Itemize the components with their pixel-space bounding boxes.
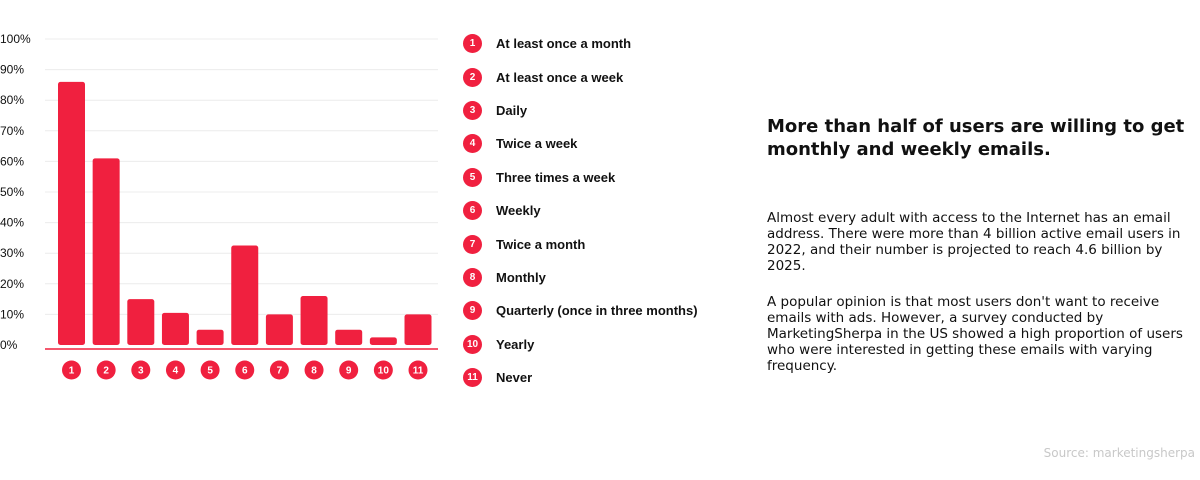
bar <box>265 314 293 345</box>
legend-label: Twice a week <box>496 136 578 152</box>
y-tick-label: 70% <box>0 124 24 138</box>
legend: 1 At least once a month 2 At least once a w… <box>463 27 698 394</box>
x-tick-label: 3 <box>138 366 144 377</box>
y-tick-label: 40% <box>0 216 24 230</box>
legend-item: 6 Weekly <box>463 194 698 227</box>
legend-item: 4 Twice a week <box>463 127 698 160</box>
x-tick-label: 11 <box>413 366 424 377</box>
x-tick-badge: 4 <box>165 360 185 380</box>
legend-item: 7 Twice a month <box>463 227 698 260</box>
legend-item: 3 Daily <box>463 94 698 127</box>
x-tick-badge: 5 <box>200 360 220 380</box>
legend-label: Never <box>496 370 533 386</box>
legend-item: 9 Quarterly (once in three months) <box>463 294 698 327</box>
y-tick-label: 100% <box>0 32 31 46</box>
x-tick-badge-circle <box>131 360 151 380</box>
x-tick-badge: 2 <box>96 360 116 380</box>
y-tick-label: 80% <box>0 93 24 107</box>
x-tick-label: 6 <box>242 366 248 377</box>
x-tick-badge: 11 <box>408 360 428 380</box>
legend-label: Yearly <box>496 336 535 352</box>
y-tick-label: 50% <box>0 185 24 199</box>
x-tick-badge-circle <box>200 360 220 380</box>
legend-label: At least once a month <box>496 36 632 52</box>
source-note: Source: marketingsherpa <box>1043 446 1195 460</box>
bar <box>127 299 155 345</box>
y-tick-label: 30% <box>0 246 24 260</box>
x-tick-badge: 8 <box>304 360 324 380</box>
legend-badge: 2 <box>463 67 482 87</box>
x-tick-badge-circle <box>304 360 324 380</box>
x-tick-badge-circle <box>62 360 81 380</box>
x-tick-label: 2 <box>103 366 109 377</box>
legend-badge: 1 <box>463 34 482 54</box>
x-tick-badge-circle <box>165 360 185 380</box>
x-tick-badge: 3 <box>131 360 151 380</box>
x-tick-badge-circle <box>339 360 359 380</box>
bar-chart: 0% 10% 20% 30% 40% 50% 60% 70% 80% 90% 100% 1 2 3 4 5 6… <box>0 32 438 380</box>
x-tick-label: 9 <box>346 366 352 377</box>
bar <box>231 245 259 345</box>
legend-item: 2 At least once a week <box>463 60 698 93</box>
y-tick-label: 20% <box>0 277 24 291</box>
x-tick-badge: 9 <box>339 360 359 380</box>
legend-label: Twice a month <box>496 236 586 252</box>
bar <box>369 337 397 345</box>
paragraph-1: Almost every adult with access to the In… <box>767 210 1181 274</box>
legend-badge: 10 <box>463 334 482 354</box>
x-tick-badge: 10 <box>373 360 393 380</box>
bar <box>92 158 120 345</box>
x-tick-badge: 7 <box>269 360 289 380</box>
y-tick-label: 90% <box>0 63 24 77</box>
legend-label: Quarterly (once in three months) <box>496 303 698 319</box>
legend-label: Monthly <box>496 269 546 285</box>
x-tick-badge-circle <box>96 360 116 380</box>
legend-item: 5 Three times a week <box>463 161 698 194</box>
x-tick-badge: 6 <box>235 360 255 380</box>
x-tick-badge-circle <box>235 360 255 380</box>
bar <box>58 81 85 345</box>
x-tick-label: 4 <box>173 366 179 377</box>
bar <box>335 329 363 345</box>
legend-item: 8 Monthly <box>463 261 698 294</box>
x-tick-badge-circle <box>408 360 428 380</box>
x-tick-label: 8 <box>311 366 317 377</box>
legend-badge: 3 <box>463 100 482 120</box>
x-tick-badge-circle <box>373 360 393 380</box>
x-tick-label: 7 <box>277 366 283 377</box>
x-tick-badge-circle <box>269 360 289 380</box>
legend-label: Weekly <box>496 203 541 219</box>
legend-badge: 4 <box>463 134 482 154</box>
legend-badge: 5 <box>463 167 482 187</box>
legend-item: 10 Yearly <box>463 328 698 361</box>
legend-badge: 9 <box>463 301 482 321</box>
legend-label: Daily <box>496 102 528 118</box>
legend-item: 1 At least once a month <box>463 27 698 60</box>
y-axis-labels: 0% 10% 20% 30% 40% 50% 60% 70% 80% 90% 100% <box>0 32 31 352</box>
x-axis-badges: 1 2 3 4 5 6 7 8 9 10 11 <box>62 360 428 380</box>
y-tick-label: 0% <box>0 338 18 352</box>
x-tick-label: 5 <box>207 366 213 377</box>
x-tick-label: 10 <box>378 366 390 377</box>
bar <box>404 314 432 345</box>
x-tick-badge: 1 <box>62 360 81 380</box>
bar <box>300 296 328 345</box>
bar <box>196 329 224 345</box>
headline: More than half of users are willing to g… <box>767 116 1185 160</box>
x-tick-label: 1 <box>69 366 75 377</box>
legend-badge: 11 <box>463 368 482 388</box>
y-tick-label: 10% <box>0 307 24 321</box>
chart-bars <box>58 81 432 345</box>
legend-badge: 7 <box>463 234 482 254</box>
legend-label: At least once a week <box>496 69 624 85</box>
y-tick-label: 60% <box>0 154 24 168</box>
legend-label: Three times a week <box>496 169 616 185</box>
legend-item: 11 Never <box>463 361 698 394</box>
legend-badge: 6 <box>463 201 482 221</box>
legend-badge: 8 <box>463 267 482 287</box>
bar <box>161 312 189 345</box>
paragraph-2: A popular opinion is that most users don… <box>767 294 1183 374</box>
